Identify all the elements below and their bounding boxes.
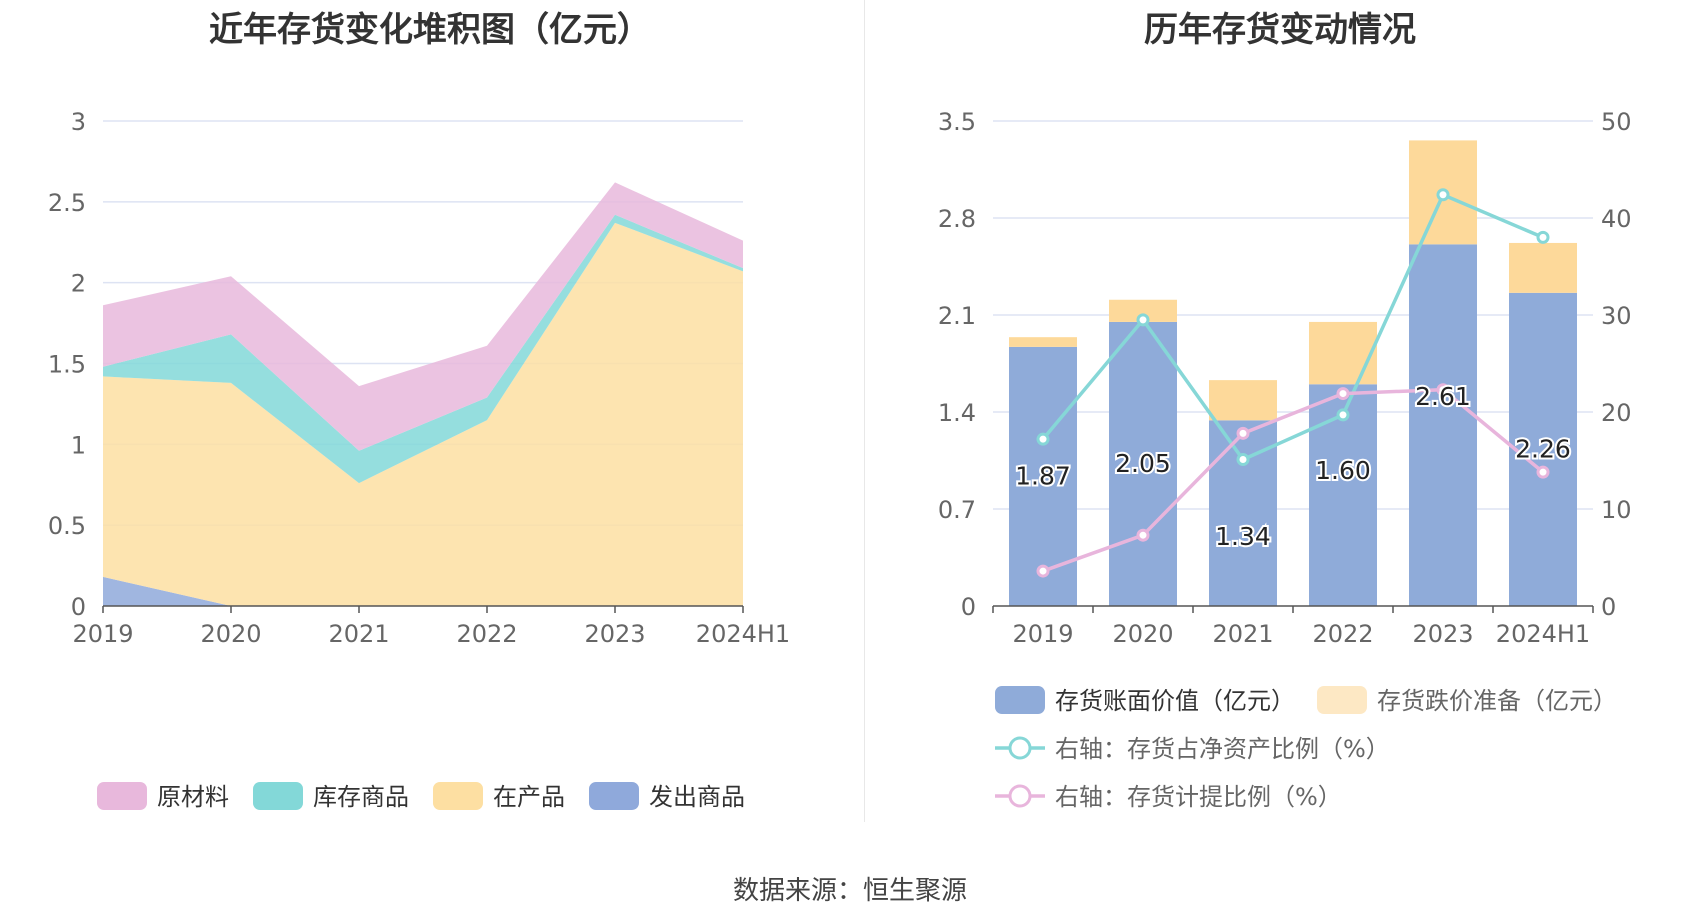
bar-reserve (1309, 321, 1377, 385)
legend-item-bar_reserve: 存货跌价准备（亿元） (1317, 686, 1617, 715)
data-source-note: 数据来源：恒生聚源 (732, 876, 967, 906)
x-tick-label: 2020 (1112, 620, 1173, 648)
x-tick-label: 2019 (1012, 620, 1073, 648)
x-tick-label: 2019 (72, 620, 133, 648)
x-tick-label: 2021 (1212, 620, 1273, 648)
point-line_provision (1236, 426, 1250, 440)
legend-label: 发出商品 (649, 783, 745, 811)
panel-divider (864, 0, 865, 822)
legend-swatch-marker (1008, 784, 1032, 808)
point-line_provision (1336, 387, 1350, 401)
legend-item-stock: 库存商品 (253, 782, 409, 811)
stacked-area-chart: 0 0.5 1 1.5 2 2.5 3 2019 2020 2021 2022 2023 2024H1 原… (48, 108, 790, 811)
y2-tick-label: 40 (1601, 205, 1632, 233)
y2-tick-label: 30 (1601, 302, 1632, 330)
y-tick-label: 2.8 (938, 205, 976, 233)
y-tick-label: 2.5 (48, 189, 86, 217)
data-label: 2.26 (1515, 434, 1571, 463)
point-line_ratio (1336, 408, 1350, 422)
area-shipped (103, 576, 743, 606)
data-label: 2.05 (1115, 449, 1171, 478)
legend-label: 右轴：存货计提比例（%） (1055, 783, 1342, 811)
y-tick-label: 1.5 (48, 351, 86, 379)
point-line_ratio (1536, 230, 1550, 244)
y2-tick-label: 20 (1601, 399, 1632, 427)
area-stock (103, 214, 743, 484)
legend-swatch (589, 782, 639, 810)
data-label: 1.87 (1015, 461, 1071, 490)
x-tick-label: 2023 (1412, 620, 1473, 648)
bar-reserve (1109, 299, 1177, 322)
y-tick-label: 0 (71, 593, 86, 621)
point-line_ratio (1436, 188, 1450, 202)
legend-item-shipped: 发出商品 (589, 782, 745, 811)
line-line_provision (1042, 387, 1545, 573)
y-tick-label: 0.7 (938, 496, 976, 524)
x-tick-label: 2022 (456, 620, 517, 648)
y-tick-label: 0 (961, 593, 976, 621)
bar-book-value (1109, 321, 1177, 606)
point-line_ratio (1236, 453, 1250, 467)
y-tick-label: 1 (71, 431, 86, 459)
legend-label: 存货跌价准备（亿元） (1377, 687, 1617, 715)
legend-swatch (253, 782, 303, 810)
y-tick-label: 3 (71, 108, 86, 136)
y2-tick-label: 0 (1601, 593, 1616, 621)
y2-tick-label: 10 (1601, 496, 1632, 524)
point-line_provision (1036, 564, 1050, 578)
x-tick-label: 2023 (584, 620, 645, 648)
right-chart-title: 历年存货变动情况 (1144, 10, 1416, 50)
legend-item-line_ratio: 右轴：存货占净资产比例（%） (995, 735, 1390, 763)
area-raw (103, 182, 743, 451)
x-tick-label: 2021 (328, 620, 389, 648)
point-line_ratio (1036, 432, 1050, 446)
x-tick-label: 2024H1 (1496, 620, 1590, 648)
legend-swatch-marker (1008, 736, 1032, 760)
y-tick-label: 0.5 (48, 512, 86, 540)
legend-item-bar_book: 存货账面价值（亿元） (995, 686, 1295, 715)
y-tick-label: 1.4 (938, 399, 976, 427)
data-label: 1.34 (1215, 522, 1271, 551)
point-line_provision (1436, 383, 1450, 397)
x-tick-label: 2020 (200, 620, 261, 648)
legend-label: 在产品 (493, 783, 565, 811)
legend-swatch (97, 782, 147, 810)
legend-label: 原材料 (157, 783, 229, 811)
y-tick-label: 2 (71, 270, 86, 298)
bar-reserve (1009, 337, 1077, 347)
legend-label: 存货账面价值（亿元） (1055, 687, 1295, 715)
legend-item-raw: 原材料 (97, 782, 229, 811)
area-wip (103, 222, 743, 606)
point-line_provision (1136, 528, 1150, 542)
bar-book-value (1509, 292, 1577, 606)
left-chart-title: 近年存货变化堆积图（亿元） (209, 10, 651, 50)
legend-swatch (433, 782, 483, 810)
x-tick-label: 2024H1 (696, 620, 790, 648)
stacked-bar-line-chart: 0 0.7 1.4 2.1 2.8 3.5 0 10 20 30 40 50 2019 2020 2021 2… (938, 108, 1632, 811)
legend-swatch (995, 686, 1045, 714)
data-label: 1.60 (1315, 456, 1371, 485)
point-line_provision (1536, 465, 1550, 479)
y2-tick-label: 50 (1601, 108, 1632, 136)
bar-book-value (1409, 244, 1477, 607)
y-tick-label: 3.5 (938, 108, 976, 136)
line-line_ratio (1041, 192, 1544, 462)
y-tick-label: 2.1 (938, 302, 976, 330)
bar-reserve (1509, 242, 1577, 293)
data-label: 2.61 (1415, 382, 1471, 411)
legend-swatch (1317, 686, 1367, 714)
legend-item-wip: 在产品 (433, 782, 565, 811)
legend-label: 右轴：存货占净资产比例（%） (1055, 735, 1390, 763)
legend-item-line_provision: 右轴：存货计提比例（%） (995, 783, 1342, 811)
legend-label: 库存商品 (313, 783, 409, 811)
bar-reserve (1209, 380, 1277, 421)
x-tick-label: 2022 (1312, 620, 1373, 648)
point-line_ratio (1136, 313, 1150, 327)
